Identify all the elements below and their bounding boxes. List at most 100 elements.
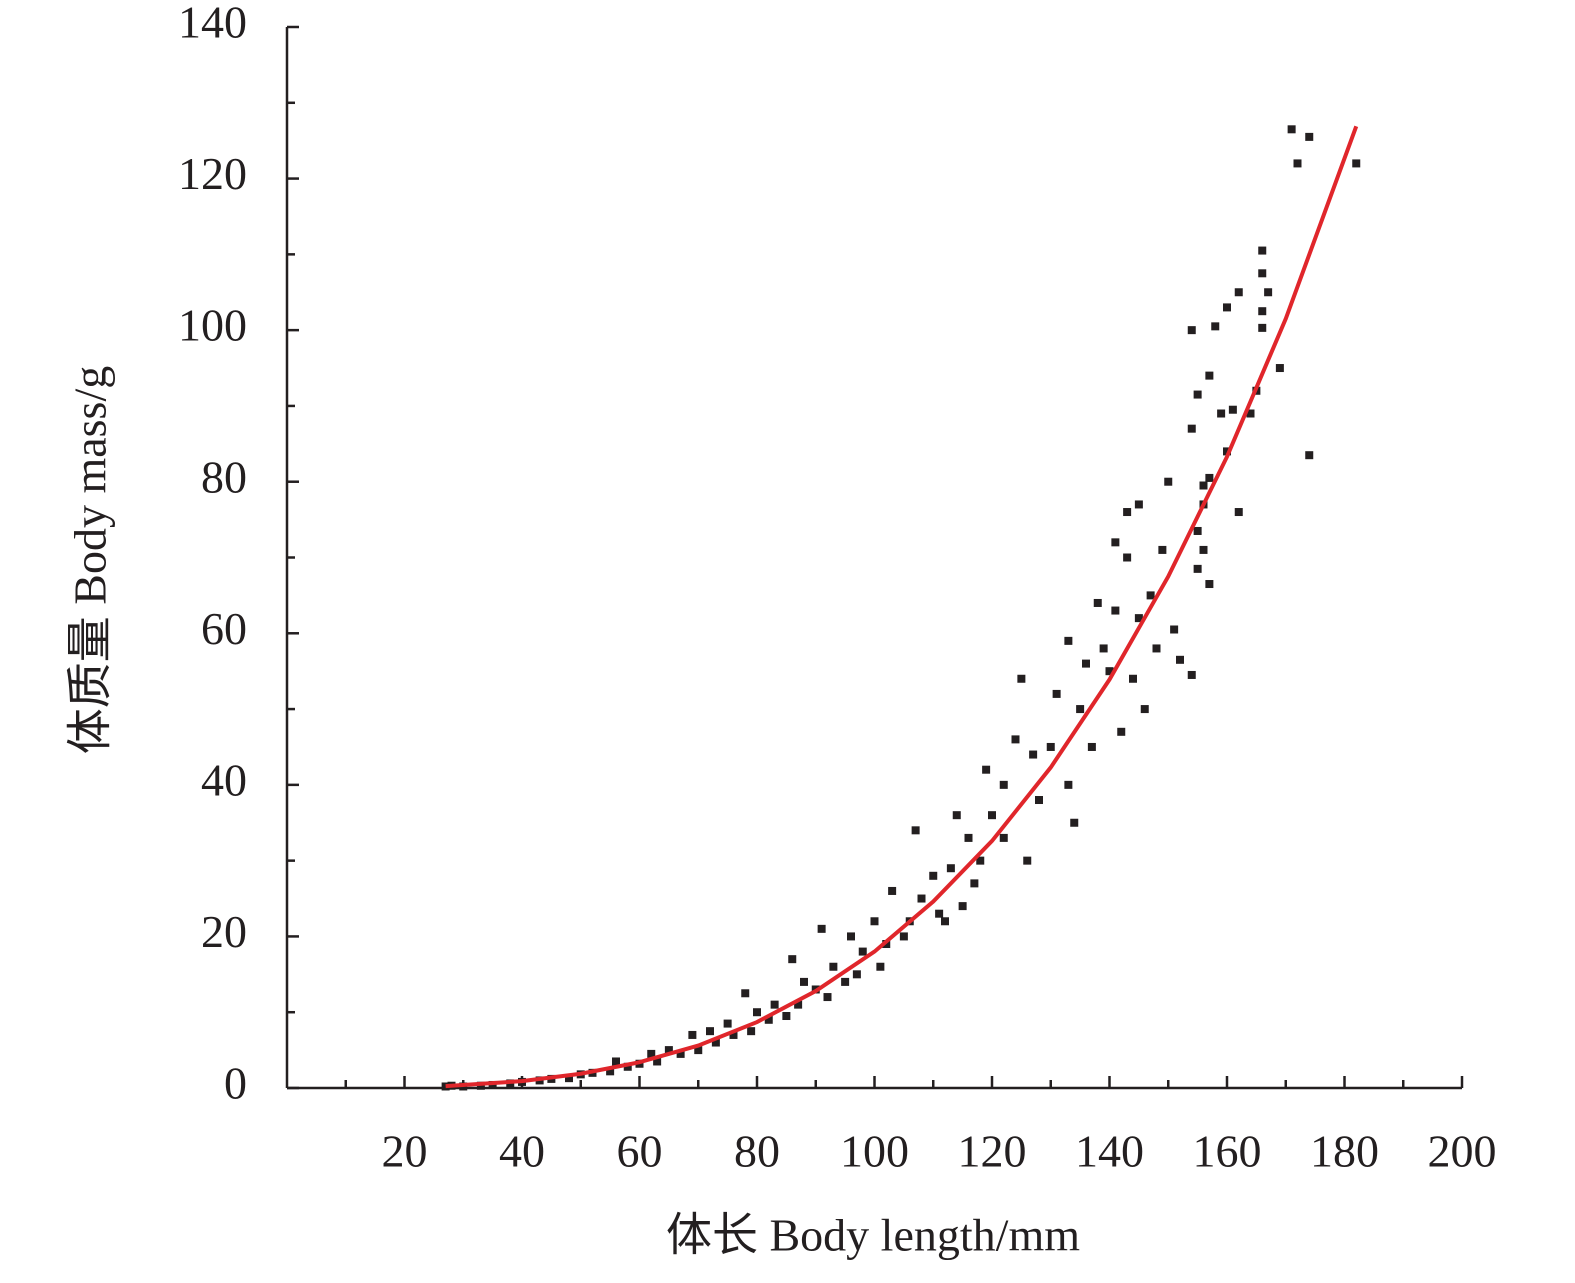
fit-curve bbox=[445, 125, 1359, 1089]
scatter-point bbox=[1352, 159, 1361, 168]
scatter-point bbox=[1087, 742, 1096, 751]
y-tick-label: 0 bbox=[224, 1058, 247, 1109]
x-tick-label: 180 bbox=[1310, 1126, 1379, 1177]
scatter-point bbox=[982, 765, 991, 774]
scatter-point bbox=[788, 955, 797, 964]
scatter-point bbox=[1170, 625, 1179, 634]
scatter-point bbox=[764, 1015, 773, 1024]
scatter-point bbox=[1064, 636, 1073, 645]
scatter-point bbox=[941, 917, 949, 926]
scatter-point bbox=[1123, 553, 1132, 562]
scatter-point bbox=[964, 833, 973, 842]
scatter-point bbox=[1046, 742, 1055, 751]
x-axis-label: 体长 Body length/mm bbox=[666, 1210, 1080, 1261]
scatter-point bbox=[1305, 451, 1314, 460]
x-tick-label: 40 bbox=[499, 1126, 545, 1177]
scatter-point bbox=[782, 1012, 791, 1021]
scatter-point bbox=[1258, 323, 1267, 332]
scatter-point bbox=[958, 902, 967, 911]
scatter-point bbox=[1129, 674, 1137, 683]
scatter-point bbox=[1011, 735, 1020, 744]
scatter-point bbox=[829, 962, 838, 971]
scatter-point bbox=[1305, 132, 1314, 141]
scatter-point bbox=[1287, 125, 1296, 134]
scatter-point bbox=[1187, 670, 1196, 679]
scatter-point bbox=[1187, 424, 1196, 433]
scatter-point bbox=[817, 924, 826, 933]
scatter-point bbox=[999, 780, 1008, 789]
x-tick-label: 100 bbox=[840, 1126, 909, 1177]
scatter-point bbox=[1134, 500, 1143, 509]
scatter-point bbox=[1258, 246, 1267, 255]
scatter-point bbox=[800, 977, 808, 986]
y-tick-label: 140 bbox=[178, 0, 247, 48]
scatter-point bbox=[747, 1027, 756, 1036]
scatter-point bbox=[952, 811, 961, 820]
scatter-point bbox=[794, 1000, 803, 1009]
scatter-point bbox=[876, 962, 885, 971]
scatter-point bbox=[899, 932, 908, 941]
scatter-point bbox=[1082, 659, 1090, 668]
scatter-point bbox=[911, 826, 920, 835]
scatter-point bbox=[1164, 477, 1173, 486]
scatter-point bbox=[729, 1030, 738, 1039]
scatter-point bbox=[917, 894, 926, 903]
scatter-point bbox=[1105, 667, 1114, 676]
scatter-point bbox=[999, 833, 1008, 842]
scatter-point bbox=[1017, 674, 1026, 683]
scatter-point bbox=[565, 1074, 573, 1083]
scatter-point bbox=[935, 909, 944, 918]
scatter-point bbox=[929, 871, 938, 880]
y-tick-label: 120 bbox=[178, 148, 247, 199]
scatter-point bbox=[1258, 307, 1267, 316]
scatter-point bbox=[1199, 545, 1208, 554]
x-tick-label: 80 bbox=[734, 1126, 780, 1177]
scatter-point bbox=[711, 1038, 720, 1047]
scatter-point bbox=[688, 1030, 697, 1039]
scatter-point bbox=[1223, 447, 1231, 456]
scatter-point bbox=[647, 1049, 656, 1058]
scatter-point bbox=[1217, 409, 1226, 418]
scatter-point bbox=[1234, 508, 1243, 517]
scatter-point bbox=[770, 1000, 779, 1009]
scatter-point bbox=[1199, 481, 1208, 490]
scatter-point bbox=[1111, 538, 1120, 547]
scatter-point bbox=[606, 1067, 615, 1076]
y-tick-label: 80 bbox=[201, 451, 247, 502]
scatter-point bbox=[841, 977, 850, 986]
x-tick-label: 60 bbox=[617, 1126, 663, 1177]
scatter-point bbox=[1158, 545, 1167, 554]
scatter-point bbox=[623, 1062, 632, 1071]
x-tick-label: 200 bbox=[1428, 1126, 1497, 1177]
scatter-point bbox=[1076, 705, 1085, 714]
scatter-point bbox=[1064, 780, 1073, 789]
scatter-point bbox=[1264, 288, 1273, 297]
scatter-point bbox=[1146, 591, 1155, 600]
scatter-point bbox=[1205, 371, 1214, 380]
scatter-point bbox=[1134, 614, 1143, 623]
scatter-point bbox=[1035, 796, 1043, 805]
scatter-point bbox=[1193, 390, 1202, 399]
scatter-point bbox=[1246, 409, 1255, 418]
scatter-point bbox=[741, 989, 750, 998]
scatter-point bbox=[823, 993, 832, 1002]
scatter-point bbox=[1187, 326, 1196, 335]
scatter-point bbox=[1176, 655, 1184, 664]
scatter-point bbox=[1152, 644, 1161, 653]
scatter-point bbox=[1052, 689, 1061, 698]
y-axis-label: 体质量 Body mass/g bbox=[65, 366, 116, 754]
scatter-point bbox=[1193, 564, 1202, 573]
scatter-point bbox=[706, 1027, 714, 1036]
scatter-point bbox=[1111, 606, 1120, 615]
scatter-point bbox=[1211, 322, 1220, 331]
scatter-point bbox=[1205, 580, 1214, 589]
scatter-point bbox=[1228, 405, 1237, 414]
scatter-point bbox=[1029, 750, 1038, 759]
scatter-point bbox=[1117, 727, 1126, 736]
scatter-point bbox=[664, 1046, 673, 1055]
scatter-point bbox=[1140, 705, 1149, 714]
scatter-point bbox=[694, 1046, 703, 1055]
x-tick-label: 20 bbox=[382, 1126, 428, 1177]
scatter-point bbox=[888, 886, 897, 895]
